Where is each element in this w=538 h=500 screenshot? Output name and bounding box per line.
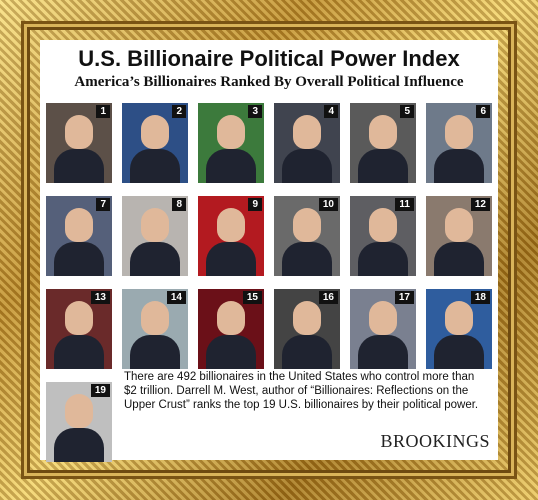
portrait-face <box>141 208 169 242</box>
portrait-17: 17 <box>350 289 416 369</box>
portrait-grid: 1 2 3 4 5 6 7 8 9 10 11 12 13 14 15 16 17 18 19 <box>46 103 492 462</box>
rank-badge: 17 <box>394 291 414 304</box>
rank-badge: 5 <box>400 105 414 118</box>
portrait-6: 6 <box>426 103 492 183</box>
portrait-face <box>217 115 245 149</box>
portrait-15: 15 <box>198 289 264 369</box>
portrait-suit <box>206 242 256 276</box>
page-subtitle: America’s Billionaires Ranked By Overall… <box>74 74 464 90</box>
rank-badge: 18 <box>470 291 490 304</box>
portrait-suit <box>130 335 180 369</box>
portrait-4: 4 <box>274 103 340 183</box>
portrait-suit <box>130 242 180 276</box>
description-text: There are 492 billionaires in the United… <box>124 371 479 411</box>
portrait-suit <box>282 149 332 183</box>
portrait-face <box>369 208 397 242</box>
portrait-3: 3 <box>198 103 264 183</box>
portrait-face <box>293 115 321 149</box>
portrait-2: 2 <box>122 103 188 183</box>
portrait-face <box>65 115 93 149</box>
portrait-face <box>141 115 169 149</box>
portrait-19: 19 <box>46 382 112 462</box>
portrait-suit <box>54 335 104 369</box>
portrait-7: 7 <box>46 196 112 276</box>
rank-badge: 7 <box>96 198 110 211</box>
portrait-suit <box>54 149 104 183</box>
portrait-face <box>65 301 93 335</box>
rank-badge: 6 <box>476 105 490 118</box>
brookings-logo: BROOKINGS <box>380 431 490 451</box>
portrait-face <box>369 301 397 335</box>
portrait-suit <box>434 242 484 276</box>
portrait-suit <box>358 335 408 369</box>
rank-badge: 13 <box>90 291 110 304</box>
portrait-suit <box>434 335 484 369</box>
rank-badge: 1 <box>96 105 110 118</box>
portrait-16: 16 <box>274 289 340 369</box>
infographic-panel: U.S. Billionaire Political Power Index A… <box>40 40 498 462</box>
portrait-suit <box>54 242 104 276</box>
portrait-suit <box>434 149 484 183</box>
portrait-12: 12 <box>426 196 492 276</box>
portrait-face <box>293 301 321 335</box>
portrait-10: 10 <box>274 196 340 276</box>
portrait-13: 13 <box>46 289 112 369</box>
portrait-suit <box>282 242 332 276</box>
rank-badge: 11 <box>395 198 414 211</box>
rank-badge: 10 <box>318 198 338 211</box>
portrait-suit <box>206 335 256 369</box>
portrait-14: 14 <box>122 289 188 369</box>
portrait-suit <box>358 242 408 276</box>
rank-badge: 9 <box>248 198 262 211</box>
rank-badge: 14 <box>166 291 186 304</box>
portrait-8: 8 <box>122 196 188 276</box>
page-title: U.S. Billionaire Political Power Index <box>78 46 460 71</box>
rank-badge: 16 <box>318 291 338 304</box>
portrait-face <box>445 115 473 149</box>
portrait-5: 5 <box>350 103 416 183</box>
rank-badge: 12 <box>470 198 490 211</box>
portrait-face <box>445 301 473 335</box>
rank-badge: 2 <box>172 105 186 118</box>
rank-badge: 4 <box>324 105 338 118</box>
portrait-face <box>293 208 321 242</box>
portrait-face <box>65 208 93 242</box>
rank-badge: 8 <box>172 198 186 211</box>
rank-badge: 19 <box>90 384 110 397</box>
portrait-11: 11 <box>350 196 416 276</box>
portrait-face <box>141 301 169 335</box>
portrait-face <box>65 394 93 428</box>
portrait-suit <box>358 149 408 183</box>
portrait-face <box>369 115 397 149</box>
rank-badge: 3 <box>248 105 262 118</box>
rank-badge: 15 <box>242 291 262 304</box>
portrait-suit <box>282 335 332 369</box>
portrait-suit <box>206 149 256 183</box>
portrait-face <box>217 301 245 335</box>
portrait-9: 9 <box>198 196 264 276</box>
portrait-suit <box>54 428 104 462</box>
portrait-18: 18 <box>426 289 492 369</box>
portrait-face <box>217 208 245 242</box>
portrait-1: 1 <box>46 103 112 183</box>
portrait-face <box>445 208 473 242</box>
portrait-suit <box>130 149 180 183</box>
